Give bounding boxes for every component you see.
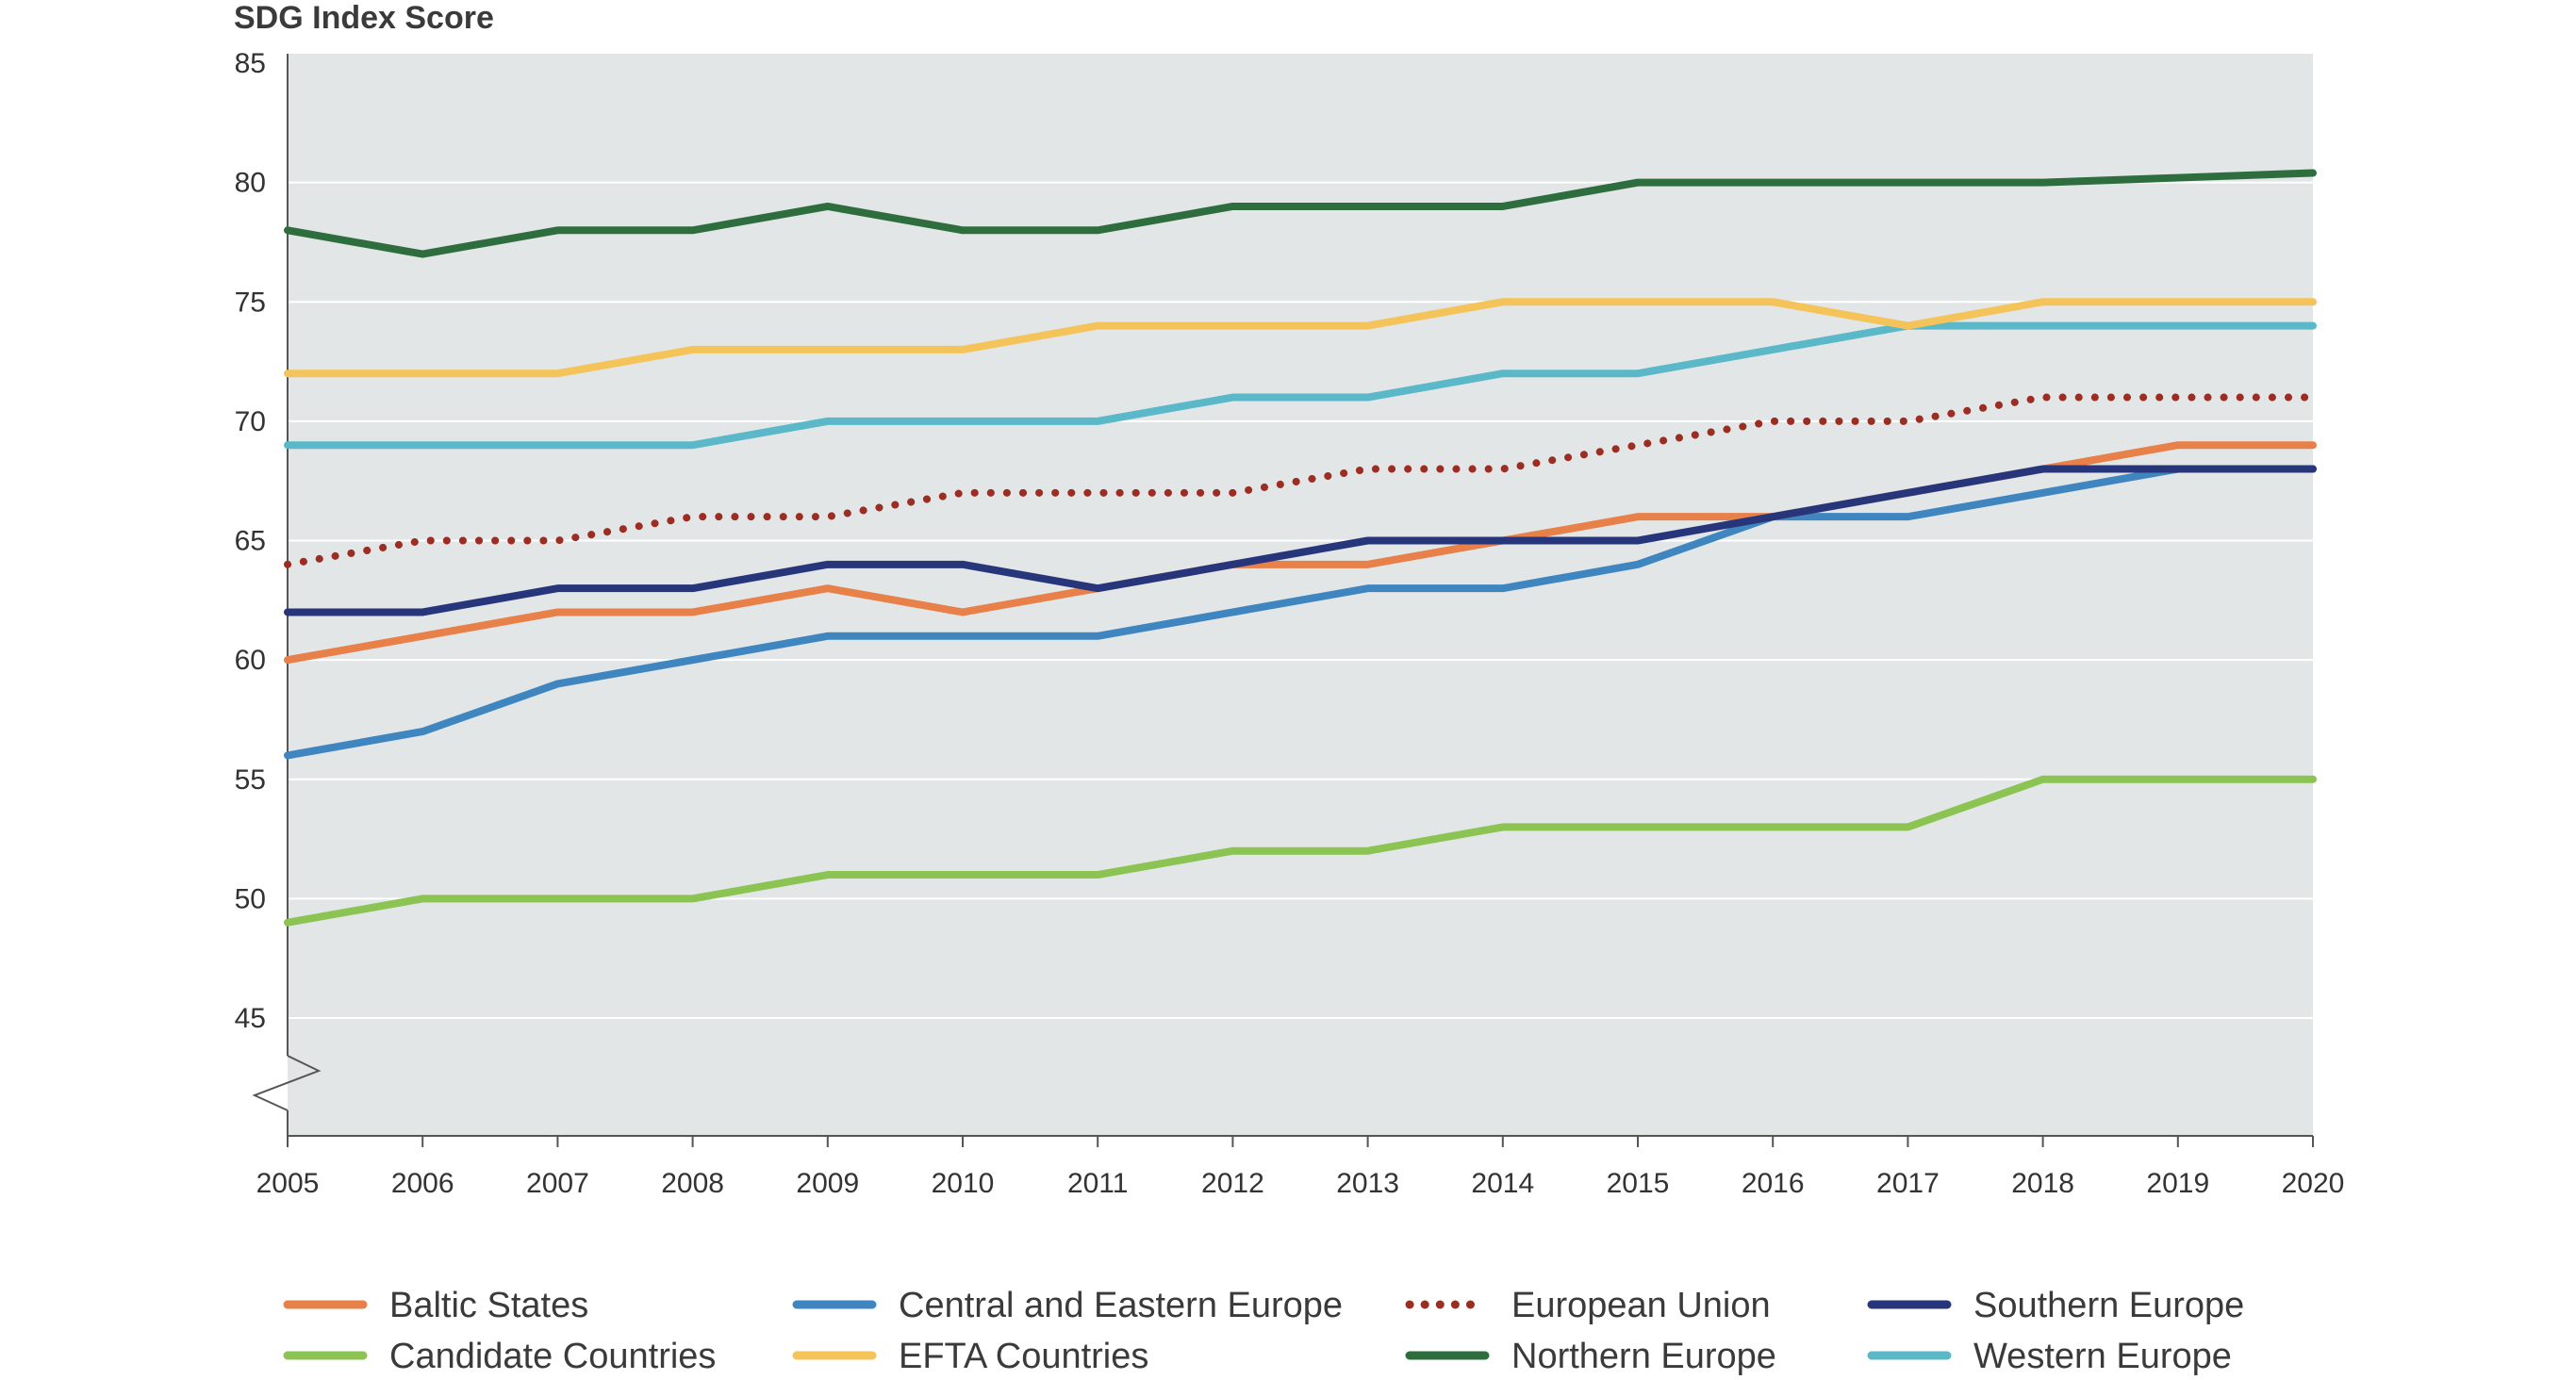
x-tick-labels: 2005 2006 2007 2008 2009 2010 2011 2012 2013 2014… [256,1168,2345,1199]
legend-label: Southern Europe [1973,1286,2244,1325]
x-tick-label: 2011 [1067,1168,1129,1199]
legend: Baltic States Central and Eastern Europe E… [283,1286,2244,1376]
series-lines [284,169,2317,927]
series-line-northern-europe [284,169,2317,258]
x-tick-label: 2018 [2011,1168,2074,1199]
x-tick-label: 2020 [2282,1168,2345,1199]
x-tick-label: 2016 [1742,1168,1805,1199]
plot-area [288,54,2313,1136]
axes [252,54,2314,1147]
legend-label: Baltic States [389,1286,588,1325]
series-line-candidate-countries [284,775,2317,927]
y-tick-label: 45 [235,1003,266,1034]
x-tick-label: 2010 [932,1168,995,1199]
legend-label: EFTA Countries [899,1337,1148,1376]
axis-break-marker [252,1055,322,1111]
y-tick-label: 65 [235,526,266,557]
x-tick-label: 2013 [1336,1168,1399,1199]
y-tick-label: 60 [235,645,266,676]
chart-title: SDG Index Score [234,0,494,36]
x-tick-label: 2019 [2146,1168,2209,1199]
y-tick-labels: 45 50 55 60 65 70 75 80 85 [235,48,266,1034]
x-tick-label: 2012 [1201,1168,1264,1199]
y-tick-label: 80 [235,168,266,199]
x-tick-label: 2005 [256,1168,320,1199]
series-line-european-union [284,393,2317,568]
x-tick-label: 2015 [1607,1168,1670,1199]
legend-label: Candidate Countries [389,1337,716,1376]
x-tick-label: 2007 [526,1168,589,1199]
series-line-efta-countries [284,298,2317,378]
y-tick-label: 70 [235,406,266,437]
legend-label: Northern Europe [1511,1337,1776,1376]
y-tick-label: 75 [235,287,266,318]
y-tick-label: 55 [235,764,266,796]
legend-label: European Union [1511,1286,1771,1325]
x-tick-label: 2008 [661,1168,724,1199]
x-tick-label: 2014 [1471,1168,1534,1199]
legend-label: Central and Eastern Europe [899,1286,1343,1325]
x-tick-label: 2017 [1876,1168,1940,1199]
series-line-western-europe [284,321,2317,450]
y-tick-label: 85 [235,48,266,79]
x-tick-label: 2006 [391,1168,454,1199]
legend-label: Western Europe [1973,1337,2232,1376]
series-line-central-and-eastern-europe [284,465,2317,760]
y-tick-label: 50 [235,883,266,914]
x-tick-label: 2009 [796,1168,859,1199]
series-line-southern-europe [284,465,2317,616]
